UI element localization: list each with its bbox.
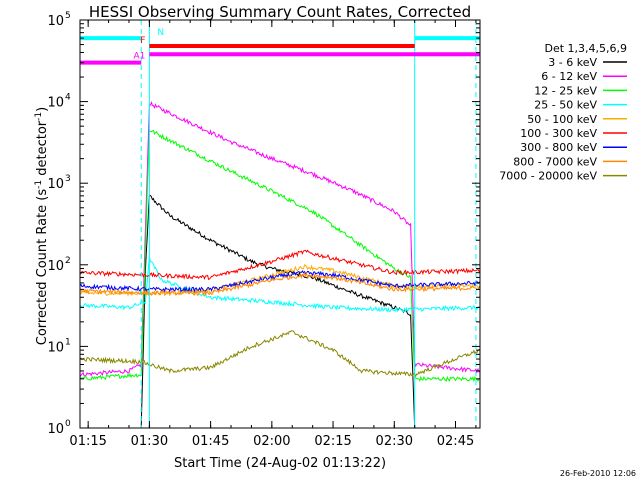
legend-entry-label: 50 - 100 keV: [527, 113, 597, 126]
annotation-label-f: F: [140, 36, 145, 46]
series-layer: [79, 100, 481, 429]
legend-entry-label: 25 - 50 keV: [534, 99, 597, 112]
y-tick-exponent: 2: [65, 256, 71, 266]
series-line-3: [79, 256, 481, 313]
x-tick-label: 02:00: [253, 434, 290, 449]
annotation-label-a1: A1: [133, 51, 145, 61]
series-line-5: [79, 249, 481, 281]
series-line-2: [79, 129, 481, 383]
x-tick-label: 02:30: [376, 434, 413, 449]
attenuator-annotations: N F A1: [80, 28, 480, 65]
legend-entry-label: 800 - 7000 keV: [513, 155, 597, 168]
y-axis-label: Corrected Count Rate (s-1 detector-1): [34, 107, 50, 345]
y-tick-label: 10: [47, 177, 64, 192]
plot-frame: [79, 19, 481, 429]
legend-entry-label: 3 - 6 keV: [548, 56, 597, 69]
x-axis-label: Start Time (24-Aug-02 01:13:22): [174, 456, 386, 471]
y-tick-label: 10: [47, 259, 64, 274]
y-tick-exponent: 4: [65, 93, 71, 103]
annotation-label-n: N: [157, 28, 164, 38]
chart-title: HESSI Observing Summary Count Rates, Cor…: [89, 3, 471, 21]
y-tick-label: 10: [47, 340, 64, 355]
x-tick-label: 02:15: [314, 434, 351, 449]
series-line-7: [79, 271, 481, 297]
x-tick-label: 01:15: [69, 434, 106, 449]
x-tick-label: 02:45: [437, 434, 474, 449]
legend-entry-label: 6 - 12 keV: [541, 70, 597, 83]
legend-entry-label: 12 - 25 keV: [534, 84, 597, 97]
series-line-0: [140, 194, 416, 429]
y-tick-exponent: 0: [65, 419, 71, 429]
x-tick-label: 01:30: [131, 434, 168, 449]
y-tick-exponent: 5: [65, 11, 71, 21]
y-tick-exponent: 3: [65, 174, 71, 184]
footer-date: 26-Feb-2010 12:06: [560, 469, 636, 478]
series-line-1: [79, 100, 481, 377]
x-tick-label: 01:45: [192, 434, 229, 449]
y-tick-label: 10: [47, 14, 64, 29]
y-tick-exponent: 1: [65, 337, 71, 347]
legend-title: Det 1,3,4,5,6,9: [544, 42, 627, 55]
y-tick-label: 10: [47, 422, 64, 437]
legend-entry-label: 100 - 300 keV: [520, 127, 597, 140]
legend-entry-label: 300 - 800 keV: [520, 141, 597, 154]
y-tick-label: 10: [47, 96, 64, 111]
series-line-8: [79, 330, 481, 378]
vertical-markers: [140, 20, 477, 428]
series-line-6: [79, 270, 481, 294]
legend-entry-label: 7000 - 20000 keV: [499, 170, 597, 183]
